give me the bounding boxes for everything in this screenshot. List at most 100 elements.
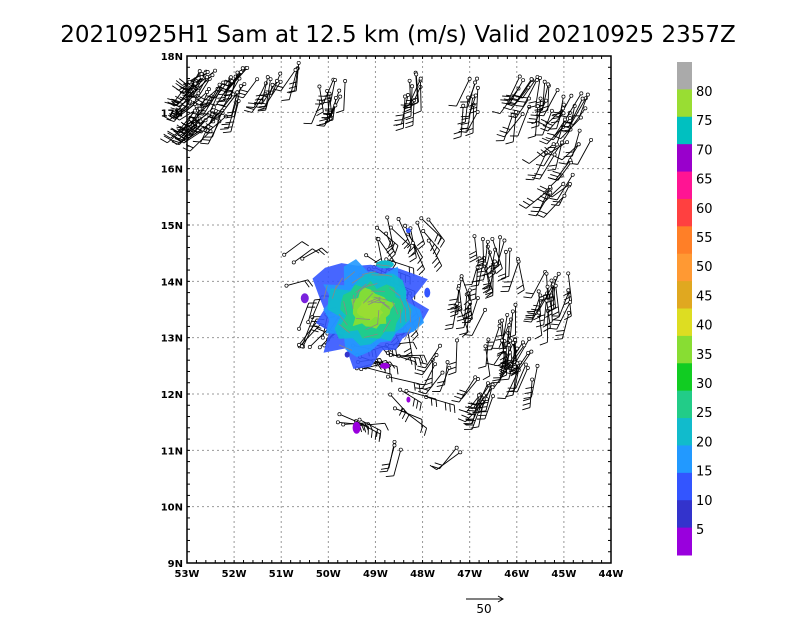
wind-barb-flag (495, 268, 503, 274)
wind-barb-origin (561, 182, 566, 186)
longitude-label: 44W (599, 569, 624, 580)
wind-barb-flag (457, 418, 466, 423)
wind-barb-flag (477, 260, 486, 264)
wind-barb-staff (474, 236, 478, 259)
wind-barb-origin (415, 220, 420, 225)
wind-barb-origin (546, 82, 551, 87)
wind-barb-origin (486, 381, 490, 386)
wind-barb-staff (322, 79, 334, 105)
wind-barb-flag (463, 283, 473, 286)
wind-barb-flag (418, 383, 421, 392)
wind-barb-staff (491, 238, 503, 269)
wind-barb-flag (225, 121, 234, 124)
wind-barb-flag (209, 116, 218, 120)
wind-barb-flag (527, 135, 536, 139)
wind-barb-flag (419, 402, 422, 411)
wind-barb-flag (477, 270, 486, 273)
wind-barb-flag (535, 324, 544, 328)
wind-barb-origin (570, 172, 575, 177)
wind-barb-origin (458, 450, 463, 455)
wind-barb-staff (420, 80, 422, 112)
wind-barb-origin (333, 103, 338, 108)
wind-barb-staff (547, 286, 553, 314)
wind-barb-flag (497, 397, 506, 400)
wind-barb-flag (499, 366, 508, 370)
wind-barb-staff (502, 314, 508, 339)
storm-barb (356, 318, 371, 320)
wind-barb-flag (508, 368, 517, 373)
wind-barb-flag (562, 121, 571, 123)
wind-barb-flag (551, 311, 560, 316)
storm-barb (362, 292, 374, 304)
wind-barb-origin (507, 323, 512, 328)
wind-barb-staff (491, 325, 500, 350)
wind-barb-flag (449, 298, 458, 301)
wind-barb-staff (261, 80, 278, 105)
wind-barb-flag (536, 151, 544, 158)
wind-barb-flag (257, 109, 266, 112)
wind-barb-staff (543, 141, 568, 158)
wind-barb-origin (205, 70, 210, 74)
wind-barb-staff (467, 96, 474, 129)
wind-barb-staff (555, 285, 560, 317)
wind-barb-origin (499, 338, 504, 343)
wind-barb-staff (515, 364, 527, 389)
wind-barb-flag (522, 407, 531, 411)
storm-barb (338, 323, 350, 334)
wind-barb-flag (414, 387, 423, 390)
wind-barb-flag (454, 395, 462, 400)
wind-barb-staff (476, 87, 479, 112)
wind-barb-origin (544, 271, 549, 276)
wind-barb-flag (412, 398, 415, 407)
wind-barb-flag (548, 128, 557, 130)
wind-barb-staff (469, 297, 479, 323)
wind-barb-flag (455, 327, 464, 330)
wind-barb-origin (240, 66, 245, 71)
wind-barb-origin (320, 335, 325, 340)
wind-barb-flag (380, 467, 389, 470)
longitude-label: 47W (457, 569, 482, 580)
wind-barb-staff (185, 91, 208, 112)
wind-barb-origin (392, 439, 397, 444)
wind-barb-staff (484, 396, 494, 420)
wind-barb-staff (209, 82, 224, 105)
wind-speed-patch (406, 396, 411, 403)
storm-barb (382, 319, 391, 333)
wind-barb-flag (465, 406, 474, 410)
wind-barb-flag (321, 247, 328, 254)
wind-barb-flag (431, 257, 438, 264)
wind-barb-flag (322, 101, 331, 104)
wind-barb-flag (447, 308, 456, 311)
wind-barb-flag (167, 130, 175, 136)
wind-barb-origin (268, 77, 273, 82)
wind-barb-origin (529, 77, 534, 82)
wind-barb-flag (413, 110, 422, 115)
wind-barb-origin (341, 422, 346, 427)
color-legend-swatch (677, 390, 692, 419)
wind-barb-origin (376, 237, 381, 241)
wind-barb-origin (278, 71, 283, 76)
frame-ticks (186, 55, 612, 564)
color-legend-label: 5 (696, 523, 704, 538)
wind-barb-staff (497, 237, 501, 267)
wind-speed-patch (379, 362, 390, 369)
wind-barb-flag (396, 366, 399, 375)
wind-barb-origin (210, 73, 215, 78)
color-legend-swatch (677, 472, 692, 501)
wind-barb-flag (434, 462, 443, 466)
color-legend-swatch (677, 363, 692, 392)
wind-barb-staff (506, 345, 525, 370)
wind-barb-staff (436, 451, 461, 470)
wind-barb-origin (525, 365, 530, 370)
wind-barb-flag (222, 131, 231, 134)
wind-barb-staff (178, 92, 199, 107)
wind-barb-origin (561, 102, 566, 107)
wind-barb-flag (168, 115, 177, 119)
wind-barb-flag (470, 284, 479, 287)
wind-barb-flag (550, 306, 559, 311)
wind-barb-staff (544, 175, 562, 193)
wind-barb-flag (551, 115, 560, 118)
wind-barb-staff (189, 76, 203, 97)
wind-barb-flag (418, 357, 422, 366)
wind-barb-origin (438, 343, 442, 348)
